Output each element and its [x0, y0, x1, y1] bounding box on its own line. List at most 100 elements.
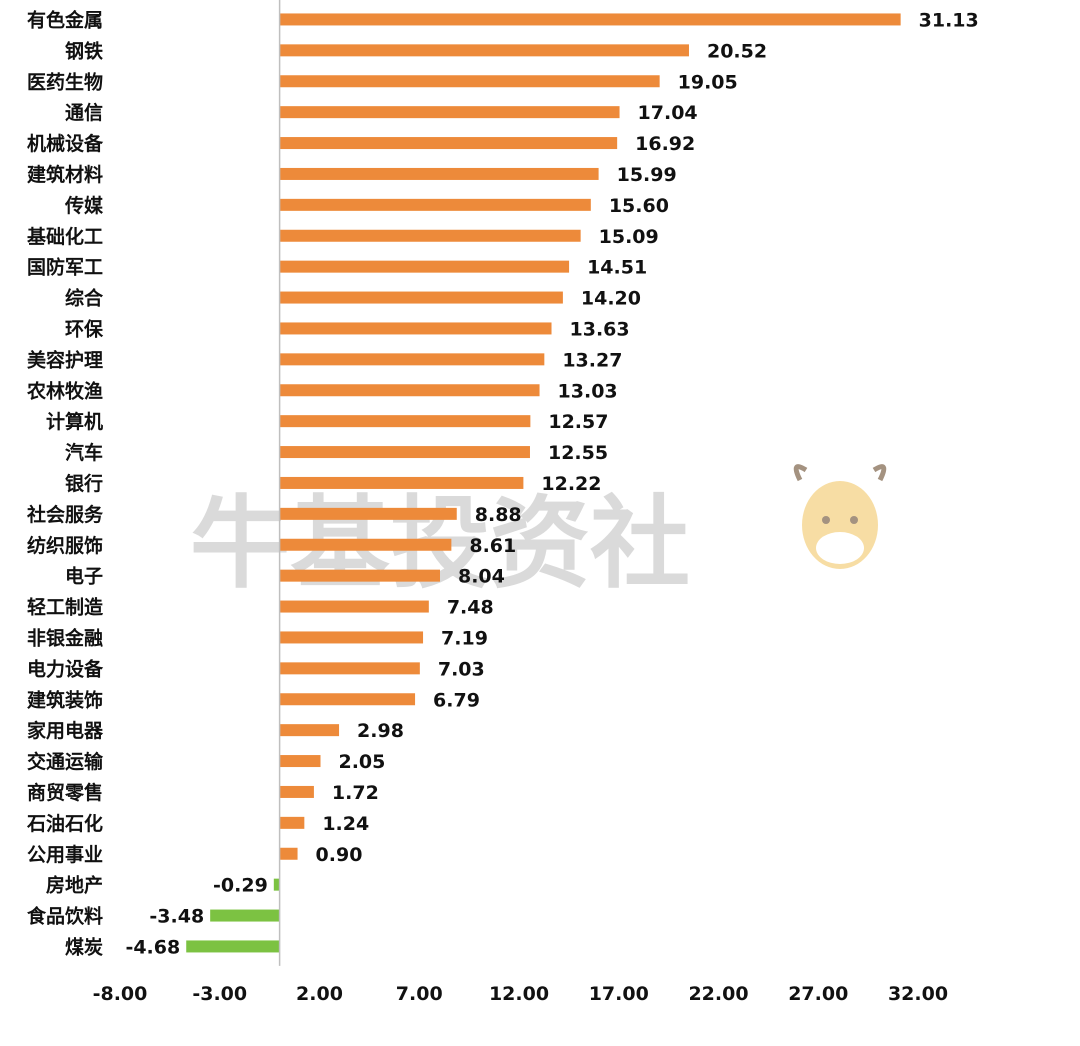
- bar-value-label: 14.51: [587, 257, 647, 279]
- bar: [279, 724, 340, 737]
- bar-value-label: 13.27: [562, 349, 622, 371]
- category-label: 煤炭: [65, 936, 103, 958]
- bar: [279, 75, 660, 88]
- cow-mascot-icon: [793, 464, 887, 569]
- bar: [279, 291, 563, 304]
- category-label: 纺织服饰: [27, 534, 103, 557]
- bar-value-label: 1.24: [322, 813, 369, 835]
- bar-value-label: 13.03: [558, 380, 618, 402]
- category-label: 交通运输: [27, 750, 104, 773]
- x-tick-label: 27.00: [788, 983, 848, 1005]
- category-label: 综合: [65, 287, 104, 310]
- category-label: 计算机: [46, 410, 103, 433]
- category-label: 国防军工: [27, 256, 103, 279]
- bar: [279, 569, 440, 582]
- category-label: 通信: [65, 101, 103, 124]
- bar-value-label: 2.98: [357, 720, 404, 742]
- bar: [279, 322, 552, 335]
- category-label: 公用事业: [27, 843, 103, 866]
- x-tick-label: 12.00: [489, 983, 549, 1005]
- bar: [279, 631, 424, 644]
- bar: [279, 446, 530, 459]
- category-label: 食品饮料: [27, 905, 103, 928]
- bar-value-label: 16.92: [635, 133, 695, 155]
- category-label: 银行: [65, 472, 103, 495]
- x-tick-label: 7.00: [396, 983, 443, 1005]
- category-label: 环保: [65, 317, 104, 340]
- bar-value-label: 15.09: [599, 226, 659, 248]
- bar: [279, 538, 452, 551]
- category-label: 传媒: [64, 194, 104, 217]
- bar: [279, 693, 416, 706]
- bar: [279, 13, 901, 26]
- bar-value-label: 12.22: [541, 473, 601, 495]
- bar: [279, 167, 599, 180]
- bar-value-label: 17.04: [638, 102, 698, 124]
- category-label: 建筑装饰: [27, 688, 103, 711]
- watermark: 牛基投资社: [190, 464, 887, 602]
- bar-value-label: -0.29: [213, 875, 268, 897]
- category-label: 社会服务: [26, 503, 104, 526]
- bar: [279, 785, 314, 798]
- bar-value-label: 13.63: [570, 318, 630, 340]
- category-label: 基础化工: [26, 225, 103, 248]
- category-label: 电力设备: [27, 657, 104, 680]
- category-label: 石油石化: [26, 812, 103, 835]
- bar: [279, 662, 420, 675]
- bar-value-label: 12.57: [548, 411, 608, 433]
- x-tick-label: 32.00: [888, 983, 948, 1005]
- bar: [279, 847, 298, 860]
- bar-value-label: 8.61: [469, 535, 516, 557]
- bar: [273, 878, 280, 891]
- bar-value-label: 31.13: [919, 9, 979, 31]
- category-label: 钢铁: [65, 39, 103, 62]
- bar: [279, 44, 689, 57]
- category-label: 非银金融: [27, 626, 103, 649]
- category-label: 电子: [65, 565, 103, 588]
- bar-value-label: 7.03: [438, 658, 485, 680]
- bar-value-label: 7.48: [447, 597, 494, 619]
- bar-value-label: 15.99: [617, 164, 677, 186]
- category-label: 有色金属: [27, 8, 103, 31]
- category-label: 机械设备: [27, 132, 104, 155]
- x-tick-label: 17.00: [589, 983, 649, 1005]
- bar-value-label: -3.48: [149, 906, 204, 928]
- x-tick-label: -8.00: [93, 983, 148, 1005]
- bar-value-label: 1.72: [332, 782, 379, 804]
- bar-value-label: 0.90: [316, 844, 363, 866]
- bar-value-label: 12.55: [548, 442, 608, 464]
- bar-value-label: 8.04: [458, 566, 505, 588]
- bar: [279, 106, 620, 119]
- x-tick-label: -3.00: [192, 983, 247, 1005]
- bar: [186, 940, 280, 953]
- bar-value-label: 2.05: [338, 751, 385, 773]
- bar-value-label: 15.60: [609, 195, 669, 217]
- category-label: 医药生物: [27, 70, 103, 93]
- bar: [279, 384, 540, 397]
- bar: [210, 909, 280, 922]
- bar-value-label: -4.68: [125, 936, 180, 958]
- bar: [279, 260, 570, 273]
- bar: [279, 229, 581, 242]
- category-label: 商贸零售: [27, 781, 103, 804]
- category-label: 农林牧渔: [26, 379, 103, 402]
- category-label: 轻工制造: [27, 596, 104, 619]
- bar: [279, 137, 618, 150]
- bar: [279, 755, 321, 768]
- bar-value-label: 19.05: [678, 71, 738, 93]
- bar: [279, 415, 531, 428]
- bar: [279, 816, 305, 829]
- bar: [279, 353, 545, 366]
- bar: [279, 476, 524, 489]
- category-label: 建筑材料: [27, 163, 103, 186]
- bar-value-label: 6.79: [433, 689, 480, 711]
- category-label: 房地产: [46, 874, 103, 897]
- x-tick-label: 22.00: [688, 983, 748, 1005]
- category-label: 美容护理: [27, 348, 103, 371]
- bar-value-label: 7.19: [441, 627, 488, 649]
- bar-value-label: 14.20: [581, 288, 641, 310]
- bar: [279, 507, 457, 520]
- bar-value-label: 8.88: [475, 504, 522, 526]
- bar-value-label: 20.52: [707, 40, 767, 62]
- bar: [279, 600, 429, 613]
